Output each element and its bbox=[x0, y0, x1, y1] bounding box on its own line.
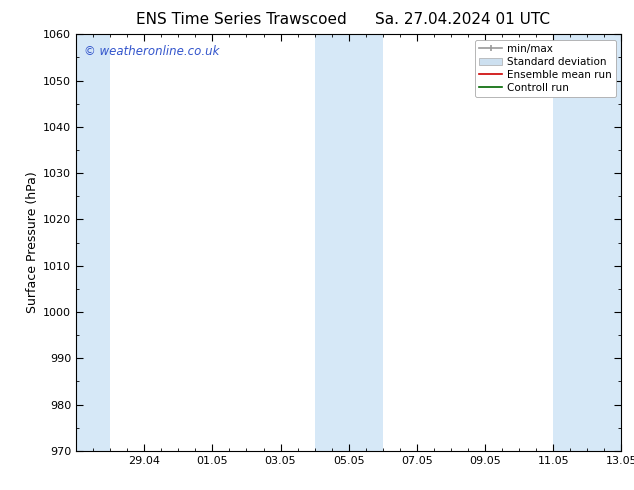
Y-axis label: Surface Pressure (hPa): Surface Pressure (hPa) bbox=[26, 172, 39, 314]
Text: © weatheronline.co.uk: © weatheronline.co.uk bbox=[84, 45, 219, 58]
Bar bbox=[314, 34, 383, 451]
Bar bbox=[553, 34, 621, 451]
Text: Sa. 27.04.2024 01 UTC: Sa. 27.04.2024 01 UTC bbox=[375, 12, 550, 27]
Text: ENS Time Series Trawscoed: ENS Time Series Trawscoed bbox=[136, 12, 346, 27]
Legend: min/max, Standard deviation, Ensemble mean run, Controll run: min/max, Standard deviation, Ensemble me… bbox=[475, 40, 616, 97]
Bar bbox=[76, 34, 110, 451]
